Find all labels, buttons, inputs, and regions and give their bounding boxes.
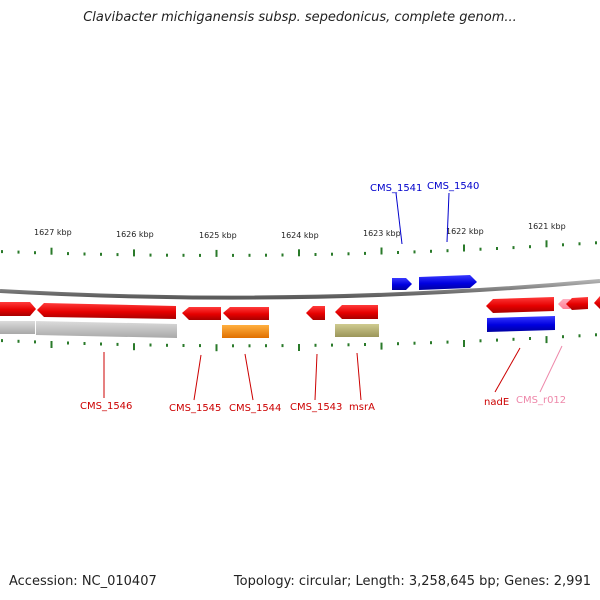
- gene-CMS_1540-arrow[interactable]: [419, 275, 477, 290]
- gene-edge-arrow[interactable]: [594, 296, 600, 309]
- leader-CMS_1543: [314, 353, 318, 401]
- genome-backbone: [0, 279, 600, 300]
- label-leaders: [103, 192, 563, 401]
- lower-ruler: [1, 333, 597, 352]
- ruler-label: 1621 kbp: [528, 222, 566, 231]
- gene-label-CMS_1545[interactable]: CMS_1545: [169, 403, 221, 414]
- ruler-labels: 1627 kbp 1626 kbp 1625 kbp 1624 kbp 1623…: [34, 222, 566, 240]
- gene-label-CMS_1541[interactable]: CMS_1541: [370, 183, 422, 194]
- gene-msrA-arrow[interactable]: [335, 305, 378, 319]
- feature-bar-gray-long[interactable]: [36, 321, 177, 338]
- genome-summary-text: Topology: circular; Length: 3,258,645 bp…: [233, 574, 591, 589]
- leader-CMS_1545: [193, 354, 202, 401]
- gene-left-arrow[interactable]: [0, 302, 36, 316]
- gene-CMS_1545-arrow[interactable]: [182, 307, 221, 320]
- gene-labels: CMS_1541 CMS_1540 CMS_1546 CMS_1545 CMS_…: [80, 181, 566, 414]
- gene-label-CMS_1540[interactable]: CMS_1540: [427, 181, 479, 192]
- feature-bar-gray[interactable]: [0, 321, 35, 334]
- leader-CMS_1544: [244, 353, 254, 401]
- gene-CMS_1546-arrow[interactable]: [37, 303, 176, 319]
- gene-CMS_r012-arrow[interactable]: [558, 299, 570, 309]
- leader-CMS_1540: [446, 192, 450, 243]
- gene-right-arrow[interactable]: [566, 297, 588, 310]
- leader-nadE: [494, 347, 521, 393]
- gene-label-CMS_r012[interactable]: CMS_r012: [516, 395, 566, 406]
- feature-bar-olive[interactable]: [335, 324, 379, 337]
- gene-CMS_1544-arrow[interactable]: [223, 307, 269, 320]
- ruler-label: 1624 kbp: [281, 231, 319, 240]
- gene-nadE-arrow[interactable]: [486, 297, 554, 313]
- leader-CMS_1541: [395, 192, 403, 245]
- ruler-label: 1623 kbp: [363, 229, 401, 238]
- leader-msrA: [356, 352, 362, 401]
- gene-label-CMS_1543[interactable]: CMS_1543: [290, 402, 342, 413]
- accession-text: Accession: NC_010407: [9, 574, 157, 589]
- gene-CMS_1541-arrow[interactable]: [392, 278, 412, 290]
- gene-label-nadE[interactable]: nadE: [484, 397, 509, 408]
- ruler-label: 1625 kbp: [199, 231, 237, 240]
- ruler-label: 1622 kbp: [446, 227, 484, 236]
- gene-label-CMS_1546[interactable]: CMS_1546: [80, 401, 132, 412]
- genome-title: Clavibacter michiganensis subsp. sepedon…: [83, 10, 517, 25]
- upper-ruler: [1, 240, 597, 257]
- gene-label-CMS_1544[interactable]: CMS_1544: [229, 403, 281, 414]
- gene-label-msrA[interactable]: msrA: [349, 402, 375, 413]
- leader-CMS_r012: [539, 345, 563, 393]
- ruler-label: 1627 kbp: [34, 228, 72, 237]
- feature-bar-blue[interactable]: [487, 316, 555, 332]
- ruler-label: 1626 kbp: [116, 230, 154, 239]
- gene-CMS_1543-arrow[interactable]: [306, 306, 325, 320]
- feature-bar-orange[interactable]: [222, 325, 269, 338]
